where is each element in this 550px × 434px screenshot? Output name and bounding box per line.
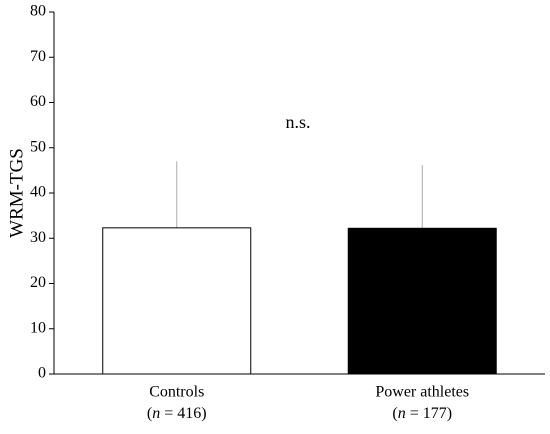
bar bbox=[347, 227, 497, 375]
y-tick-label: 40 bbox=[30, 184, 46, 201]
y-tick-label: 60 bbox=[30, 93, 46, 110]
y-tick-label: 0 bbox=[38, 365, 46, 382]
y-tick-label: 80 bbox=[30, 3, 46, 20]
y-tick-label: 50 bbox=[30, 138, 46, 155]
x-tick-label: Power athletes bbox=[375, 384, 469, 401]
x-tick-note: (n = 416) bbox=[147, 405, 207, 422]
bar bbox=[102, 227, 252, 375]
y-tick-label: 20 bbox=[30, 274, 46, 291]
y-axis-label: WRM-TGS bbox=[6, 148, 27, 238]
y-tick-label: 70 bbox=[30, 48, 46, 65]
y-tick-label: 30 bbox=[30, 229, 46, 246]
x-tick-label: Controls bbox=[149, 384, 204, 401]
x-tick-note: (n = 177) bbox=[392, 405, 452, 422]
y-tick-label: 10 bbox=[30, 319, 46, 336]
annotation: n.s. bbox=[285, 112, 310, 132]
